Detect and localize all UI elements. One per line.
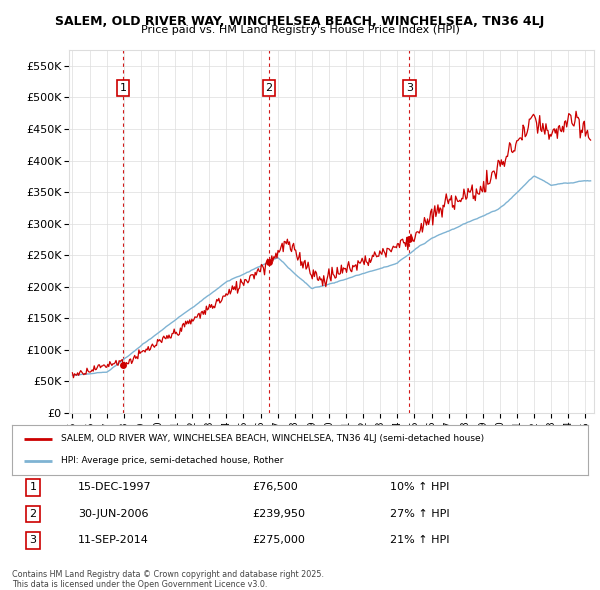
Text: 10% ↑ HPI: 10% ↑ HPI [390,483,449,492]
Text: SALEM, OLD RIVER WAY, WINCHELSEA BEACH, WINCHELSEA, TN36 4LJ (semi-detached hous: SALEM, OLD RIVER WAY, WINCHELSEA BEACH, … [61,434,484,443]
Text: Contains HM Land Registry data © Crown copyright and database right 2025.
This d: Contains HM Land Registry data © Crown c… [12,570,324,589]
Text: 11-SEP-2014: 11-SEP-2014 [78,536,149,545]
Text: £76,500: £76,500 [252,483,298,492]
Text: 3: 3 [406,83,413,93]
Text: Price paid vs. HM Land Registry's House Price Index (HPI): Price paid vs. HM Land Registry's House … [140,25,460,35]
Text: £275,000: £275,000 [252,536,305,545]
Text: 2: 2 [29,509,37,519]
Text: 21% ↑ HPI: 21% ↑ HPI [390,536,449,545]
Text: HPI: Average price, semi-detached house, Rother: HPI: Average price, semi-detached house,… [61,457,283,466]
Text: 2: 2 [266,83,272,93]
Text: 30-JUN-2006: 30-JUN-2006 [78,509,149,519]
Text: 1: 1 [119,83,127,93]
Text: 3: 3 [29,536,37,545]
Text: 27% ↑ HPI: 27% ↑ HPI [390,509,449,519]
Text: SALEM, OLD RIVER WAY, WINCHELSEA BEACH, WINCHELSEA, TN36 4LJ: SALEM, OLD RIVER WAY, WINCHELSEA BEACH, … [55,15,545,28]
Text: 1: 1 [29,483,37,492]
Text: 15-DEC-1997: 15-DEC-1997 [78,483,152,492]
Text: £239,950: £239,950 [252,509,305,519]
